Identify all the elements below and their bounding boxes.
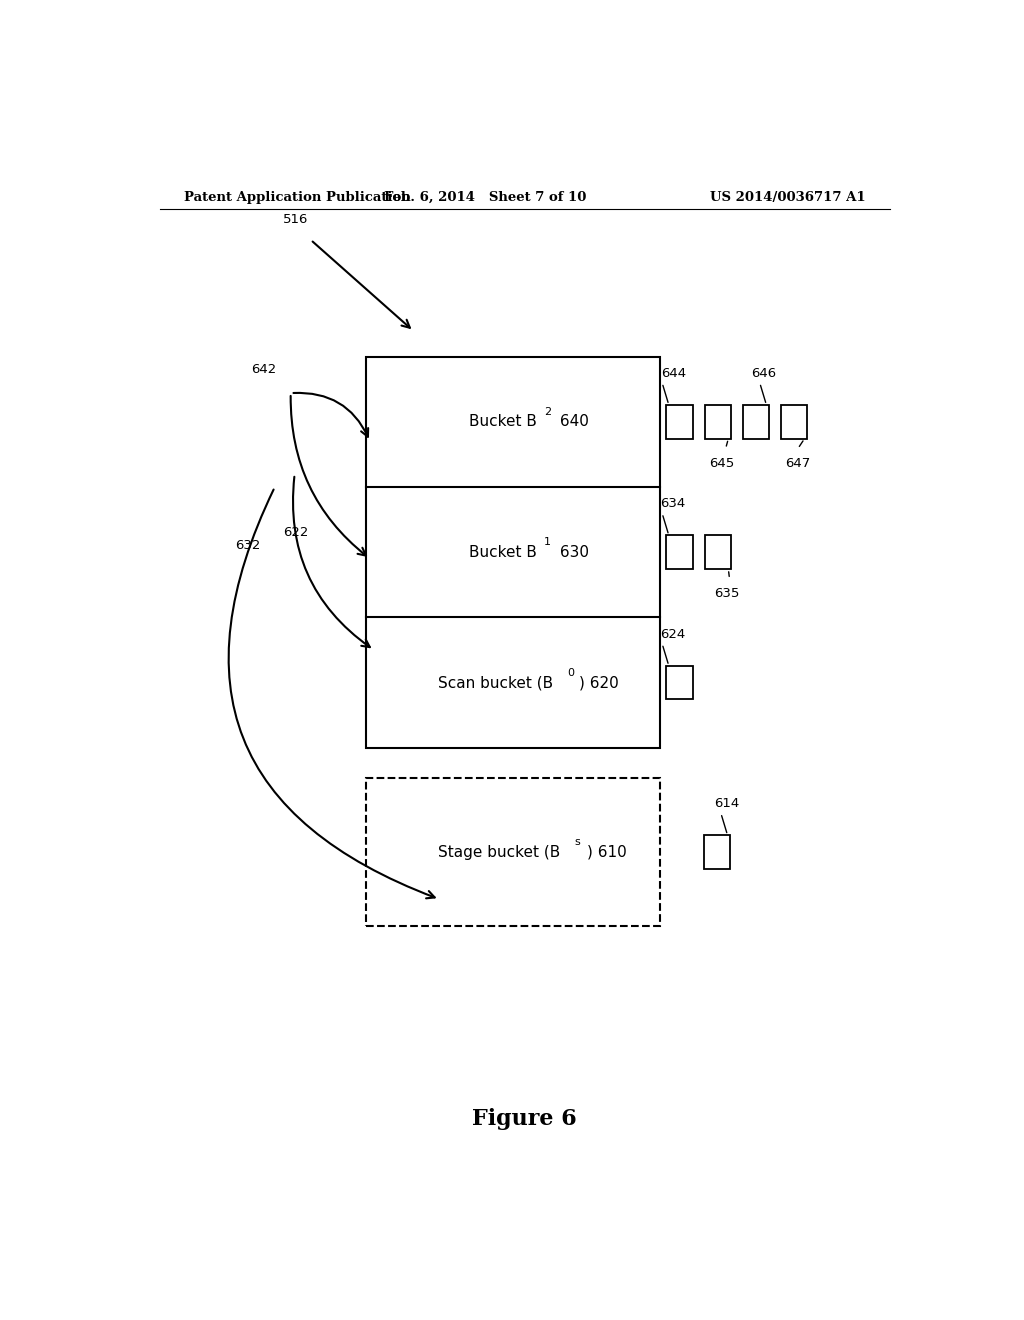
Text: 1: 1 — [544, 537, 551, 546]
FancyArrowPatch shape — [761, 385, 766, 403]
Bar — [780, 405, 807, 438]
Text: 645: 645 — [709, 457, 734, 470]
Text: s: s — [574, 837, 581, 847]
Text: ) 610: ) 610 — [587, 845, 627, 859]
FancyArrowPatch shape — [726, 441, 728, 446]
FancyArrowPatch shape — [663, 647, 668, 663]
FancyArrowPatch shape — [293, 477, 370, 647]
Text: 2: 2 — [544, 407, 551, 417]
FancyArrowPatch shape — [294, 393, 369, 437]
Text: Feb. 6, 2014   Sheet 7 of 10: Feb. 6, 2014 Sheet 7 of 10 — [384, 190, 587, 203]
Text: 644: 644 — [660, 367, 686, 380]
Text: Bucket B: Bucket B — [469, 414, 538, 429]
Bar — [667, 665, 692, 700]
Text: 624: 624 — [660, 627, 686, 640]
Text: 647: 647 — [785, 457, 810, 470]
Text: ) 620: ) 620 — [579, 676, 618, 690]
Text: 630: 630 — [555, 545, 589, 560]
Text: 632: 632 — [236, 540, 260, 552]
Bar — [667, 405, 692, 438]
Text: 642: 642 — [251, 363, 276, 376]
Text: 0: 0 — [567, 668, 573, 677]
Text: US 2014/0036717 A1: US 2014/0036717 A1 — [711, 190, 866, 203]
FancyArrowPatch shape — [722, 816, 727, 833]
Bar — [667, 536, 692, 569]
Bar — [703, 836, 730, 869]
Bar — [705, 405, 731, 438]
Bar — [742, 405, 769, 438]
Bar — [705, 536, 731, 569]
Text: Scan bucket (B: Scan bucket (B — [437, 676, 553, 690]
FancyArrowPatch shape — [291, 396, 366, 556]
Text: 640: 640 — [555, 414, 589, 429]
Bar — [367, 779, 659, 925]
Bar — [367, 356, 659, 748]
Text: 614: 614 — [714, 797, 739, 810]
Text: 635: 635 — [715, 587, 740, 601]
Text: Figure 6: Figure 6 — [472, 1107, 578, 1130]
Text: Patent Application Publication: Patent Application Publication — [183, 190, 411, 203]
Text: 622: 622 — [283, 527, 308, 539]
FancyArrowPatch shape — [663, 516, 668, 533]
Text: Bucket B: Bucket B — [469, 545, 538, 560]
Text: 634: 634 — [660, 498, 686, 510]
FancyArrowPatch shape — [228, 490, 435, 899]
Text: Stage bucket (B: Stage bucket (B — [437, 845, 560, 859]
Text: 646: 646 — [752, 367, 776, 380]
Text: 516: 516 — [283, 213, 308, 226]
FancyArrowPatch shape — [663, 385, 668, 403]
FancyArrowPatch shape — [800, 441, 803, 446]
